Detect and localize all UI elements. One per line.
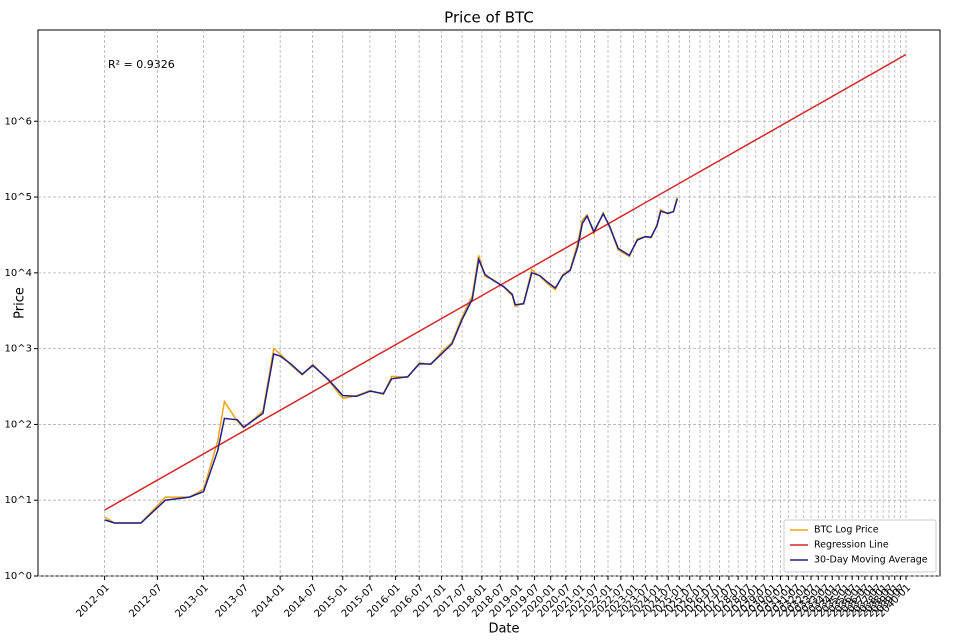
x-tick-label: 2013-07 bbox=[214, 582, 251, 619]
y-tick-label: 10^2 bbox=[5, 419, 32, 430]
y-tick-label: 10^3 bbox=[5, 344, 32, 355]
y-tick-label: 10^1 bbox=[5, 495, 32, 506]
y-tick-label: 10^6 bbox=[5, 116, 32, 127]
series-line bbox=[104, 53, 907, 511]
legend-label: Regression Line bbox=[814, 540, 889, 551]
series-line bbox=[104, 196, 679, 524]
x-tick-label: 2012-07 bbox=[127, 582, 164, 619]
x-tick-label: 2012-01 bbox=[75, 582, 112, 619]
legend-label: 30-Day Moving Average bbox=[814, 555, 928, 566]
annotation: R² = 0.9326 bbox=[108, 58, 175, 71]
y-tick-label: 10^0 bbox=[5, 571, 32, 582]
chart-title: Price of BTC bbox=[444, 9, 534, 27]
legend-label: BTC Log Price bbox=[814, 525, 879, 536]
series-line bbox=[104, 198, 679, 524]
x-axis-label: Date bbox=[488, 622, 519, 637]
x-tick-label: 2013-01 bbox=[174, 582, 211, 619]
y-tick-label: 10^5 bbox=[5, 192, 32, 203]
legend-box bbox=[783, 519, 937, 573]
x-tick-label: 2014-01 bbox=[250, 582, 287, 619]
y-tick-label: 10^4 bbox=[5, 268, 32, 279]
y-axis-label: Price bbox=[13, 287, 28, 319]
